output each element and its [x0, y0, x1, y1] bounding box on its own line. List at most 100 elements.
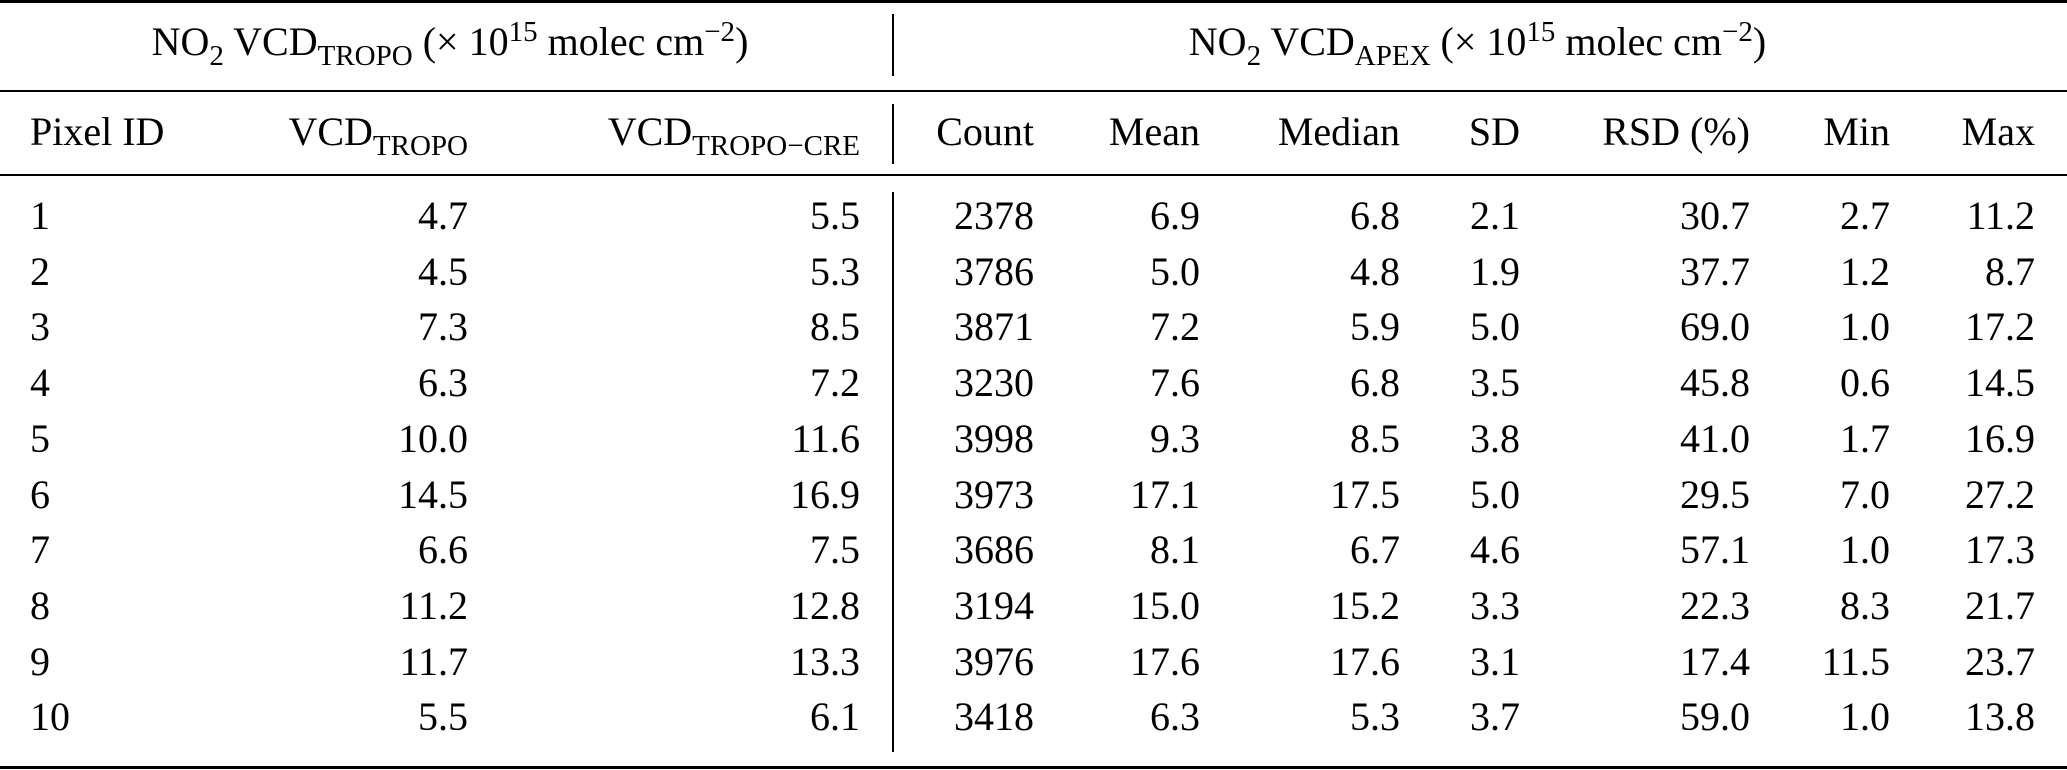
cell-vcd-tropo-cre: 5.3 — [810, 248, 860, 294]
cell-pixel-id: 6 — [30, 471, 50, 517]
cell-max: 8.7 — [1985, 248, 2035, 294]
cell-vcd-tropo-cre: 11.6 — [791, 415, 860, 461]
col-header-mean: Mean — [1108, 109, 1200, 154]
col-header-pixel-id: Pixel ID — [30, 109, 165, 154]
cell-pixel-id: 5 — [30, 415, 50, 461]
cell-median: 5.3 — [1350, 694, 1400, 740]
cell-min: 1.0 — [1840, 527, 1890, 573]
cell-vcd-tropo: 5.5 — [418, 694, 468, 740]
col-header-min: Min — [1823, 109, 1890, 154]
cell-min: 2.7 — [1840, 193, 1890, 238]
cell-count: 3998 — [954, 415, 1034, 461]
cell-vcd-tropo-cre: 13.3 — [790, 638, 860, 684]
col-header-max: Max — [1961, 109, 2035, 154]
group-header-apex: NO2 VCDAPEX (× 1015 molec cm−2) — [1188, 16, 1767, 72]
cell-rsd: 41.0 — [1680, 415, 1750, 461]
cell-vcd-tropo-cre: 5.5 — [810, 193, 860, 238]
cell-median: 8.5 — [1350, 415, 1400, 461]
cell-median: 6.8 — [1350, 193, 1400, 238]
cell-sd: 3.5 — [1470, 360, 1520, 406]
cell-vcd-tropo-cre: 6.1 — [810, 694, 860, 740]
cell-vcd-tropo: 11.2 — [399, 582, 468, 628]
cell-count: 3871 — [954, 304, 1034, 350]
cell-mean: 7.6 — [1150, 360, 1200, 406]
cell-vcd-tropo: 10.0 — [398, 415, 468, 461]
top-rule — [0, 0, 2067, 3]
cell-max: 16.9 — [1965, 415, 2035, 461]
cell-mean: 7.2 — [1150, 304, 1200, 350]
cell-mean: 6.3 — [1150, 694, 1200, 740]
cell-median: 17.5 — [1330, 471, 1400, 517]
cell-min: 0.6 — [1840, 360, 1890, 406]
cell-pixel-id: 9 — [30, 638, 50, 684]
cell-vcd-tropo: 14.5 — [398, 471, 468, 517]
column-header-divider — [892, 104, 894, 164]
cell-median: 15.2 — [1330, 582, 1400, 628]
cell-min: 8.3 — [1840, 582, 1890, 628]
cell-max: 17.2 — [1965, 304, 2035, 350]
cell-rsd: 17.4 — [1680, 638, 1750, 684]
cell-pixel-id: 2 — [30, 248, 50, 294]
cell-count: 3786 — [954, 248, 1034, 294]
cell-median: 6.8 — [1350, 360, 1400, 406]
cell-pixel-id: 4 — [30, 360, 50, 406]
cell-vcd-tropo: 4.5 — [418, 248, 468, 294]
cell-count: 3418 — [954, 694, 1034, 740]
cell-mean: 17.6 — [1130, 638, 1200, 684]
cell-sd: 3.8 — [1470, 415, 1520, 461]
cell-sd: 5.0 — [1470, 304, 1520, 350]
cell-count: 3973 — [954, 471, 1034, 517]
cell-sd: 2.1 — [1470, 193, 1520, 238]
cell-mean: 8.1 — [1150, 527, 1200, 573]
subheader-rule — [0, 174, 2067, 176]
cell-max: 13.8 — [1965, 694, 2035, 740]
cell-sd: 3.1 — [1470, 638, 1520, 684]
cell-max: 21.7 — [1965, 582, 2035, 628]
cell-vcd-tropo: 4.7 — [418, 193, 468, 238]
cell-rsd: 57.1 — [1680, 527, 1750, 573]
cell-pixel-id: 7 — [30, 527, 50, 573]
cell-vcd-tropo: 6.3 — [418, 360, 468, 406]
cell-min: 1.7 — [1840, 415, 1890, 461]
cell-rsd: 45.8 — [1680, 360, 1750, 406]
col-header-median: Median — [1277, 109, 1400, 154]
cell-vcd-tropo: 11.7 — [399, 638, 468, 684]
cell-median: 5.9 — [1350, 304, 1400, 350]
cell-rsd: 37.7 — [1680, 248, 1750, 294]
cell-rsd: 22.3 — [1680, 582, 1750, 628]
cell-mean: 17.1 — [1130, 471, 1200, 517]
cell-sd: 5.0 — [1470, 471, 1520, 517]
cell-max: 23.7 — [1965, 638, 2035, 684]
cell-vcd-tropo-cre: 16.9 — [790, 471, 860, 517]
cell-rsd: 69.0 — [1680, 304, 1750, 350]
col-header-vcd-tropo-cre: VCDTROPO−CRE — [607, 109, 860, 162]
cell-min: 1.0 — [1840, 304, 1890, 350]
group-header-tropo: NO2 VCDTROPO (× 1015 molec cm−2) — [151, 16, 749, 72]
cell-pixel-id: 1 — [30, 193, 50, 238]
cell-vcd-tropo: 6.6 — [418, 527, 468, 573]
bottom-rule — [0, 766, 2067, 769]
cell-min: 1.2 — [1840, 248, 1890, 294]
cell-sd: 3.3 — [1470, 582, 1520, 628]
cell-max: 27.2 — [1965, 471, 2035, 517]
cell-vcd-tropo-cre: 7.2 — [810, 360, 860, 406]
cell-mean: 9.3 — [1150, 415, 1200, 461]
cell-sd: 3.7 — [1470, 694, 1520, 740]
cell-median: 4.8 — [1350, 248, 1400, 294]
cell-max: 17.3 — [1965, 527, 2035, 573]
cell-count: 3976 — [954, 638, 1034, 684]
cell-rsd: 59.0 — [1680, 694, 1750, 740]
cell-median: 17.6 — [1330, 638, 1400, 684]
col-header-sd: SD — [1468, 109, 1520, 154]
cell-vcd-tropo-cre: 8.5 — [810, 304, 860, 350]
col-header-count: Count — [936, 109, 1034, 154]
cell-mean: 5.0 — [1150, 248, 1200, 294]
cell-count: 2378 — [954, 193, 1034, 238]
cell-vcd-tropo: 7.3 — [418, 304, 468, 350]
col-header-vcd-tropo: VCDTROPO — [288, 109, 468, 162]
cell-vcd-tropo-cre: 12.8 — [790, 582, 860, 628]
cell-rsd: 30.7 — [1680, 193, 1750, 238]
cell-count: 3194 — [954, 582, 1034, 628]
header-rule — [0, 90, 2067, 92]
